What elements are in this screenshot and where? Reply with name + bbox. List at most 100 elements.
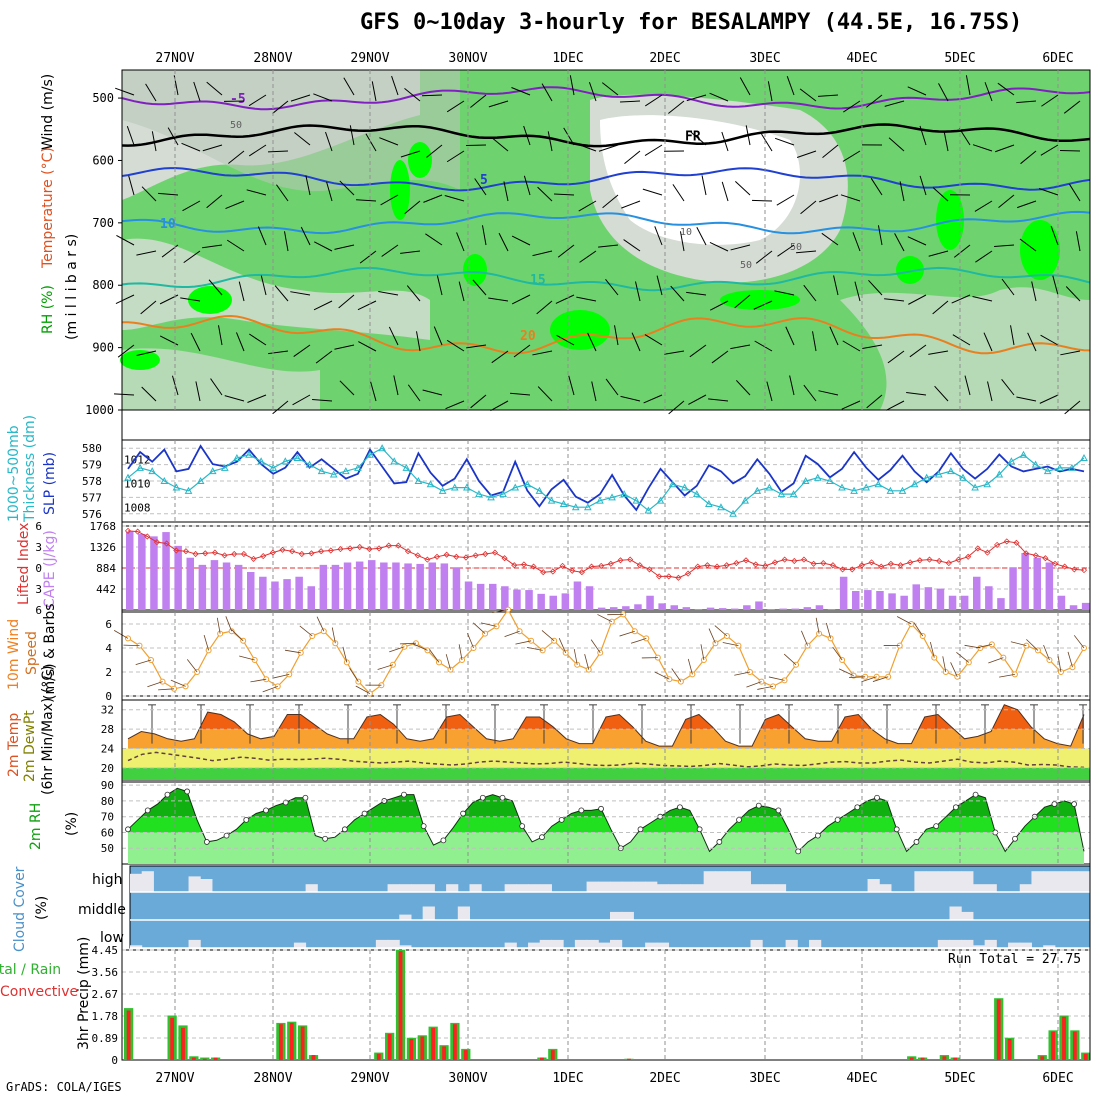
wind-barb <box>293 344 311 357</box>
wind-barb <box>1063 100 1081 114</box>
wind10-barb <box>950 662 958 677</box>
panel-label-cloud: Cloud Cover <box>12 866 28 952</box>
cloud-bar-low <box>528 942 541 948</box>
lifted-marker <box>926 556 933 563</box>
lifted-marker <box>308 550 315 557</box>
precip-rain-bar <box>300 1026 305 1060</box>
wind-barb <box>400 250 421 254</box>
wind-barb <box>206 194 223 209</box>
cloud-bar-middle <box>422 906 435 920</box>
wind-barb <box>634 281 641 302</box>
wind10-barb <box>273 674 290 679</box>
wind-barb <box>686 94 707 102</box>
dew-line <box>127 751 1085 769</box>
wind10-barb <box>1010 641 1027 646</box>
lifted-marker <box>1080 567 1088 574</box>
wind-barb <box>114 393 135 396</box>
wind-barb <box>621 200 641 209</box>
wind-barb <box>536 300 553 315</box>
wind-barb <box>730 244 751 251</box>
wind10-barb <box>389 646 405 653</box>
wind-barb <box>388 326 399 346</box>
wind-barb <box>128 175 135 196</box>
cloud-bar-high <box>727 871 740 892</box>
wind-barb <box>796 150 817 159</box>
rh2m-marker <box>203 839 210 845</box>
wind10-barb <box>186 659 198 673</box>
cape-bar <box>646 595 654 610</box>
thickness-marker <box>789 490 798 498</box>
wind-barb <box>568 375 575 396</box>
wind-barb <box>1001 378 1015 396</box>
wind-barb <box>236 332 245 352</box>
temp-line <box>127 704 1085 747</box>
lifted-marker <box>694 563 701 570</box>
cape-bar <box>380 562 388 610</box>
wind10-barb <box>170 679 186 687</box>
wind-barb <box>470 94 487 108</box>
wind-barb <box>446 100 465 113</box>
thickness-marker <box>511 483 520 491</box>
wind-barb <box>556 334 575 346</box>
wind-barb <box>247 394 267 403</box>
precip-rain-bar <box>942 1056 947 1060</box>
wind-barb <box>379 137 399 146</box>
cape-bar <box>489 583 497 610</box>
cloud-bar-low <box>551 939 564 948</box>
thickness-marker <box>947 467 955 475</box>
lifted-marker <box>134 528 141 535</box>
cape-bar <box>779 608 787 610</box>
wind-barb <box>210 378 223 396</box>
wind-barb <box>774 290 795 296</box>
wind-barb <box>206 81 223 96</box>
lifted-marker <box>810 560 817 567</box>
panel-label-cloudu: (%) <box>34 895 50 920</box>
rh2m-marker <box>913 839 920 845</box>
cloud-bar-high <box>598 881 611 892</box>
wind-barb <box>602 194 619 209</box>
cape-bar <box>827 609 836 610</box>
wind-barb <box>1016 396 1037 402</box>
wind-barb <box>393 375 399 396</box>
cape-bar <box>864 590 872 610</box>
date-label-top: 29NOV <box>350 51 389 66</box>
cape-bar <box>573 581 582 610</box>
wind-barb <box>865 94 883 108</box>
lifted-marker <box>994 541 1001 548</box>
wind-barb <box>1068 183 1081 202</box>
thickness-marker <box>341 467 350 475</box>
temp-contour-label: 20 <box>520 329 536 344</box>
wind-barb <box>818 390 839 396</box>
thickness-marker <box>160 476 169 484</box>
wind-barb <box>605 378 619 396</box>
wind-barb <box>195 381 201 402</box>
wind-barb <box>284 231 289 252</box>
wind-barb <box>598 144 619 152</box>
lifted-tick: 6 <box>35 604 42 617</box>
thickness-marker <box>1043 467 1052 475</box>
wind-barb <box>444 194 465 202</box>
cape-bar <box>803 607 812 610</box>
thickness-marker <box>813 473 822 481</box>
wind-barb <box>268 350 289 355</box>
wind-barb <box>290 291 311 296</box>
lifted-marker <box>868 559 875 566</box>
wind-barb <box>404 87 421 102</box>
cloud-bar-low <box>972 945 986 948</box>
wind-barb <box>202 244 223 249</box>
wind-barb <box>407 384 421 402</box>
wind10-barb <box>654 671 670 680</box>
wind10-barb <box>999 674 1015 678</box>
cloud-bar-low <box>645 942 658 948</box>
cloud-bar-low <box>1008 942 1021 948</box>
wind-barb <box>587 332 597 352</box>
cape-bar <box>452 567 461 610</box>
wind-barb <box>943 131 949 152</box>
wind-barb <box>292 394 311 406</box>
wind-barb <box>908 294 927 305</box>
rh2m-marker <box>263 807 269 814</box>
wind-barb <box>446 150 465 163</box>
wind-barb <box>1010 325 1015 346</box>
wind-barb <box>642 188 663 196</box>
lifted-marker <box>376 545 383 552</box>
